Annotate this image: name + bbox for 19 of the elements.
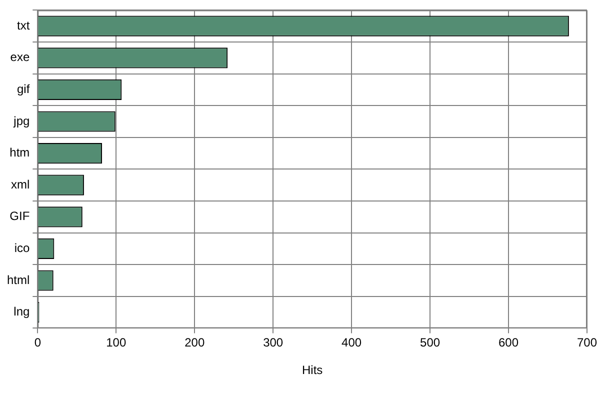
y-tick-label: html: [7, 272, 30, 287]
x-tick-label: 300: [263, 336, 284, 350]
y-tick-label: xml: [11, 177, 30, 192]
y-tick-label: jpg: [12, 114, 30, 128]
y-tick-label: ico: [14, 241, 30, 256]
x-tick-label: 200: [184, 336, 205, 350]
y-tick-label: lng: [14, 304, 30, 319]
x-tick-label: 700: [576, 336, 598, 350]
x-tick-label: 100: [106, 336, 126, 350]
y-tick-label: GIF: [10, 209, 30, 224]
x-tick-label: 0: [34, 336, 42, 350]
x-tick-label: 500: [420, 336, 440, 350]
y-tick-label: txt: [17, 18, 30, 32]
x-tick-label: 600: [498, 336, 519, 350]
y-tick-label: exe: [10, 50, 30, 64]
x-axis-title: Hits: [302, 363, 323, 378]
y-tick-label: gif: [16, 82, 30, 96]
x-tick-label: 400: [342, 336, 362, 350]
y-tick-label: htm: [10, 146, 30, 160]
